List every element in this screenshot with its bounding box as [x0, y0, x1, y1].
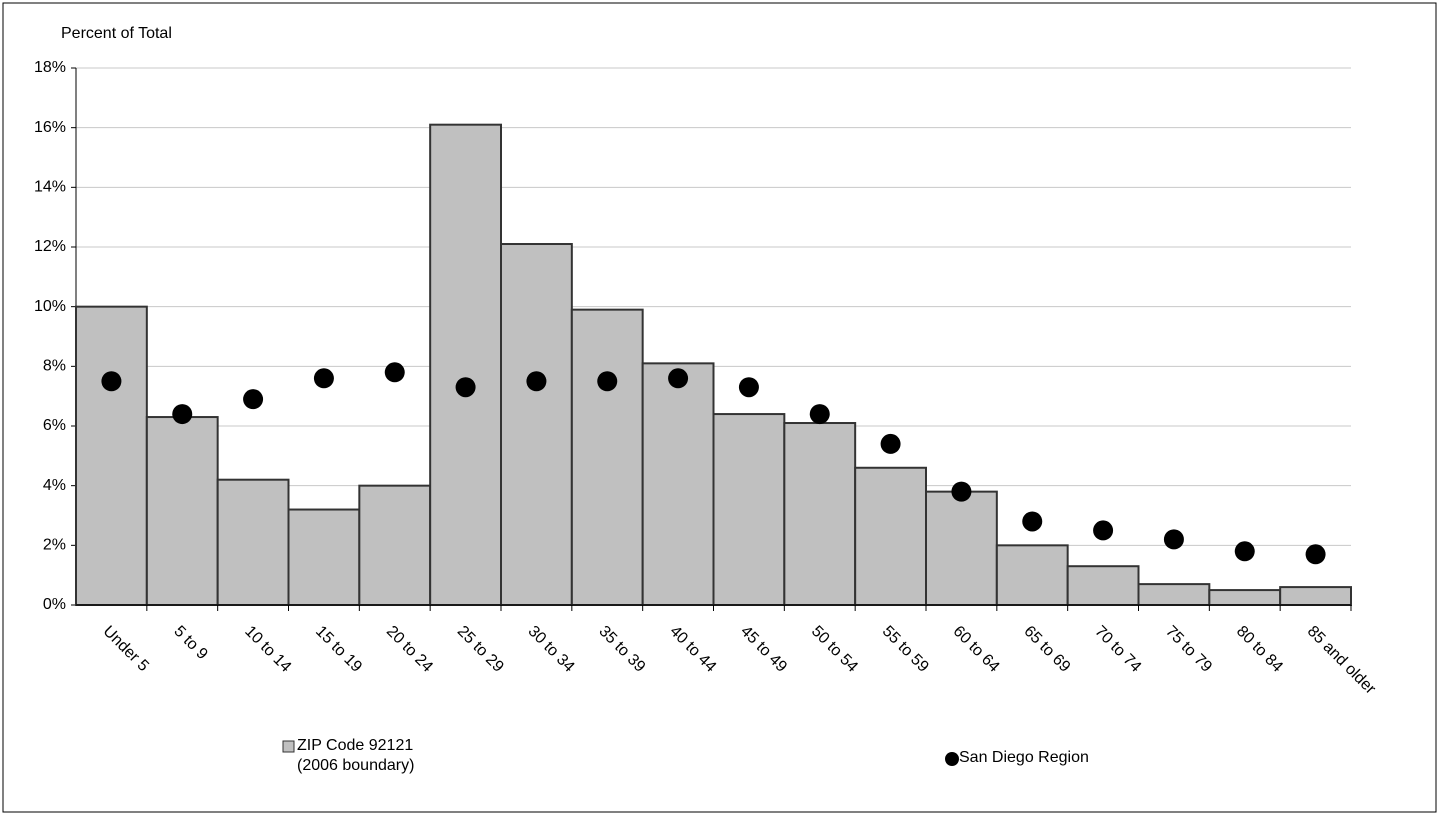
y-tick-label: 14% — [34, 179, 66, 196]
bar — [216, 478, 290, 607]
legend-label: San Diego Region — [959, 749, 1089, 766]
dot — [313, 368, 334, 389]
bar — [1279, 586, 1352, 606]
y-tick-label: 4% — [43, 477, 66, 494]
bar — [712, 413, 786, 607]
dot — [455, 377, 476, 398]
dot — [1234, 541, 1255, 562]
bar — [287, 508, 361, 606]
bar — [1208, 589, 1282, 606]
dot — [809, 404, 830, 425]
bar — [500, 243, 573, 606]
dot — [1305, 544, 1326, 565]
legend-swatch — [945, 752, 959, 766]
dot — [1163, 529, 1184, 550]
bar — [1066, 565, 1140, 607]
y-axis-label: Percent of Total — [61, 25, 172, 42]
y-tick-label: 12% — [34, 238, 66, 255]
dot — [526, 371, 547, 392]
dot — [668, 368, 689, 389]
y-tick-label: 2% — [43, 537, 66, 554]
bar — [1137, 583, 1211, 606]
dot — [384, 362, 405, 383]
bar — [145, 416, 219, 606]
bar — [641, 362, 715, 606]
y-tick-label: 10% — [34, 298, 66, 315]
y-tick-label: 6% — [43, 417, 66, 434]
legend-item: ZIP Code 92121 (2006 boundary) — [297, 737, 415, 774]
dot — [951, 481, 972, 502]
bar — [75, 305, 148, 606]
dot — [101, 371, 122, 392]
legend-label: ZIP Code 92121 (2006 boundary) — [297, 737, 415, 774]
bar — [429, 123, 502, 607]
bar — [570, 308, 644, 606]
dot — [243, 389, 264, 410]
dot — [1093, 520, 1114, 541]
y-tick-label: 8% — [43, 358, 66, 375]
dot — [1022, 511, 1043, 532]
y-tick-label: 0% — [43, 596, 66, 613]
y-tick-label: 16% — [34, 119, 66, 136]
bar — [925, 490, 998, 606]
legend-swatch — [282, 740, 295, 753]
bar — [358, 484, 432, 606]
bar — [995, 544, 1069, 606]
dot — [172, 404, 193, 425]
legend-item: San Diego Region — [959, 749, 1089, 766]
bar — [854, 466, 928, 606]
dot — [880, 433, 901, 454]
y-tick-label: 18% — [34, 59, 66, 76]
dot — [597, 371, 618, 392]
bar — [783, 422, 857, 606]
dot — [738, 377, 759, 398]
